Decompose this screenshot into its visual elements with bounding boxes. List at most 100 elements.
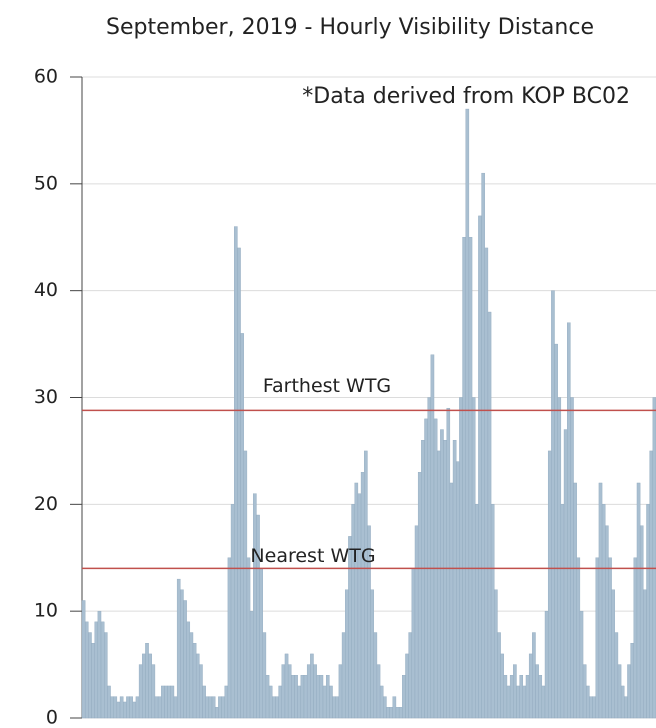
bar bbox=[319, 675, 324, 719]
bar bbox=[253, 493, 257, 719]
bar bbox=[129, 696, 133, 719]
bar bbox=[205, 696, 210, 719]
bar bbox=[449, 482, 454, 719]
bar bbox=[243, 450, 248, 719]
bar bbox=[186, 621, 191, 719]
bar bbox=[287, 664, 292, 719]
bar bbox=[180, 589, 184, 719]
bar bbox=[107, 685, 111, 719]
bar bbox=[557, 397, 562, 719]
bar bbox=[376, 664, 381, 719]
bar bbox=[351, 504, 355, 719]
y-tick-label: 50 bbox=[34, 172, 58, 194]
bar bbox=[509, 675, 514, 719]
bar bbox=[481, 172, 485, 719]
bar bbox=[522, 685, 527, 719]
bar bbox=[173, 696, 178, 719]
bar bbox=[456, 461, 460, 719]
bar bbox=[167, 685, 171, 719]
bar bbox=[249, 610, 254, 719]
bar bbox=[142, 653, 146, 719]
bar bbox=[506, 685, 511, 719]
bar bbox=[649, 450, 654, 719]
bar bbox=[528, 653, 533, 719]
bar bbox=[582, 664, 587, 719]
bar bbox=[306, 664, 311, 719]
bar bbox=[563, 429, 568, 719]
bar bbox=[322, 685, 327, 719]
bar bbox=[135, 696, 140, 719]
bar bbox=[126, 696, 130, 719]
bar bbox=[214, 707, 219, 719]
bar bbox=[221, 696, 225, 719]
bar bbox=[379, 685, 384, 719]
bar bbox=[364, 450, 368, 719]
bar bbox=[325, 675, 330, 719]
bar bbox=[176, 578, 181, 719]
bar bbox=[262, 632, 267, 719]
bar bbox=[462, 237, 466, 719]
bar bbox=[598, 482, 603, 719]
bar bbox=[459, 397, 463, 719]
bar bbox=[560, 504, 565, 719]
bar bbox=[230, 504, 235, 719]
y-tick-label: 30 bbox=[34, 386, 58, 408]
bar bbox=[497, 632, 501, 719]
bar bbox=[265, 675, 270, 719]
bar bbox=[145, 643, 149, 719]
bar bbox=[164, 685, 168, 719]
y-tick-label: 20 bbox=[34, 493, 58, 515]
bar bbox=[189, 632, 194, 719]
bar bbox=[373, 632, 378, 719]
bar bbox=[291, 675, 295, 719]
bar bbox=[633, 557, 638, 719]
bar bbox=[630, 643, 635, 719]
bar bbox=[614, 632, 619, 719]
bar bbox=[154, 696, 159, 719]
bar bbox=[487, 311, 492, 719]
bar bbox=[281, 664, 286, 719]
bar bbox=[237, 247, 241, 719]
bar bbox=[541, 685, 546, 719]
bar bbox=[608, 557, 612, 719]
bar bbox=[620, 685, 625, 719]
bar bbox=[468, 237, 473, 719]
bar bbox=[341, 632, 346, 719]
bar bbox=[97, 610, 102, 719]
bar bbox=[81, 600, 86, 719]
bar bbox=[313, 664, 317, 719]
reference-label: Nearest WTG bbox=[250, 545, 375, 567]
bar bbox=[234, 226, 238, 719]
bar bbox=[300, 675, 305, 719]
bar bbox=[370, 589, 374, 719]
bar bbox=[100, 621, 105, 719]
bar bbox=[639, 525, 644, 719]
bar bbox=[465, 108, 470, 719]
bar bbox=[636, 482, 641, 719]
bar bbox=[490, 504, 495, 719]
bar bbox=[617, 664, 622, 719]
bar bbox=[88, 632, 92, 719]
bar bbox=[329, 685, 333, 719]
annotation: *Data derived from KOP BC02 bbox=[302, 84, 630, 109]
bar bbox=[123, 701, 127, 719]
bar bbox=[202, 685, 206, 719]
bar bbox=[227, 557, 232, 719]
bar bbox=[430, 354, 435, 719]
bar bbox=[138, 664, 143, 719]
bar bbox=[240, 333, 244, 719]
bar bbox=[414, 525, 419, 719]
bar bbox=[316, 675, 321, 719]
bar bbox=[601, 504, 606, 719]
bar bbox=[440, 429, 444, 719]
bar bbox=[192, 643, 197, 719]
bar bbox=[132, 701, 137, 719]
bar bbox=[405, 653, 409, 719]
bar bbox=[589, 696, 593, 719]
bar bbox=[151, 664, 156, 719]
bar bbox=[573, 482, 577, 719]
bar bbox=[525, 675, 530, 719]
bar bbox=[605, 525, 609, 719]
bar bbox=[94, 621, 99, 719]
